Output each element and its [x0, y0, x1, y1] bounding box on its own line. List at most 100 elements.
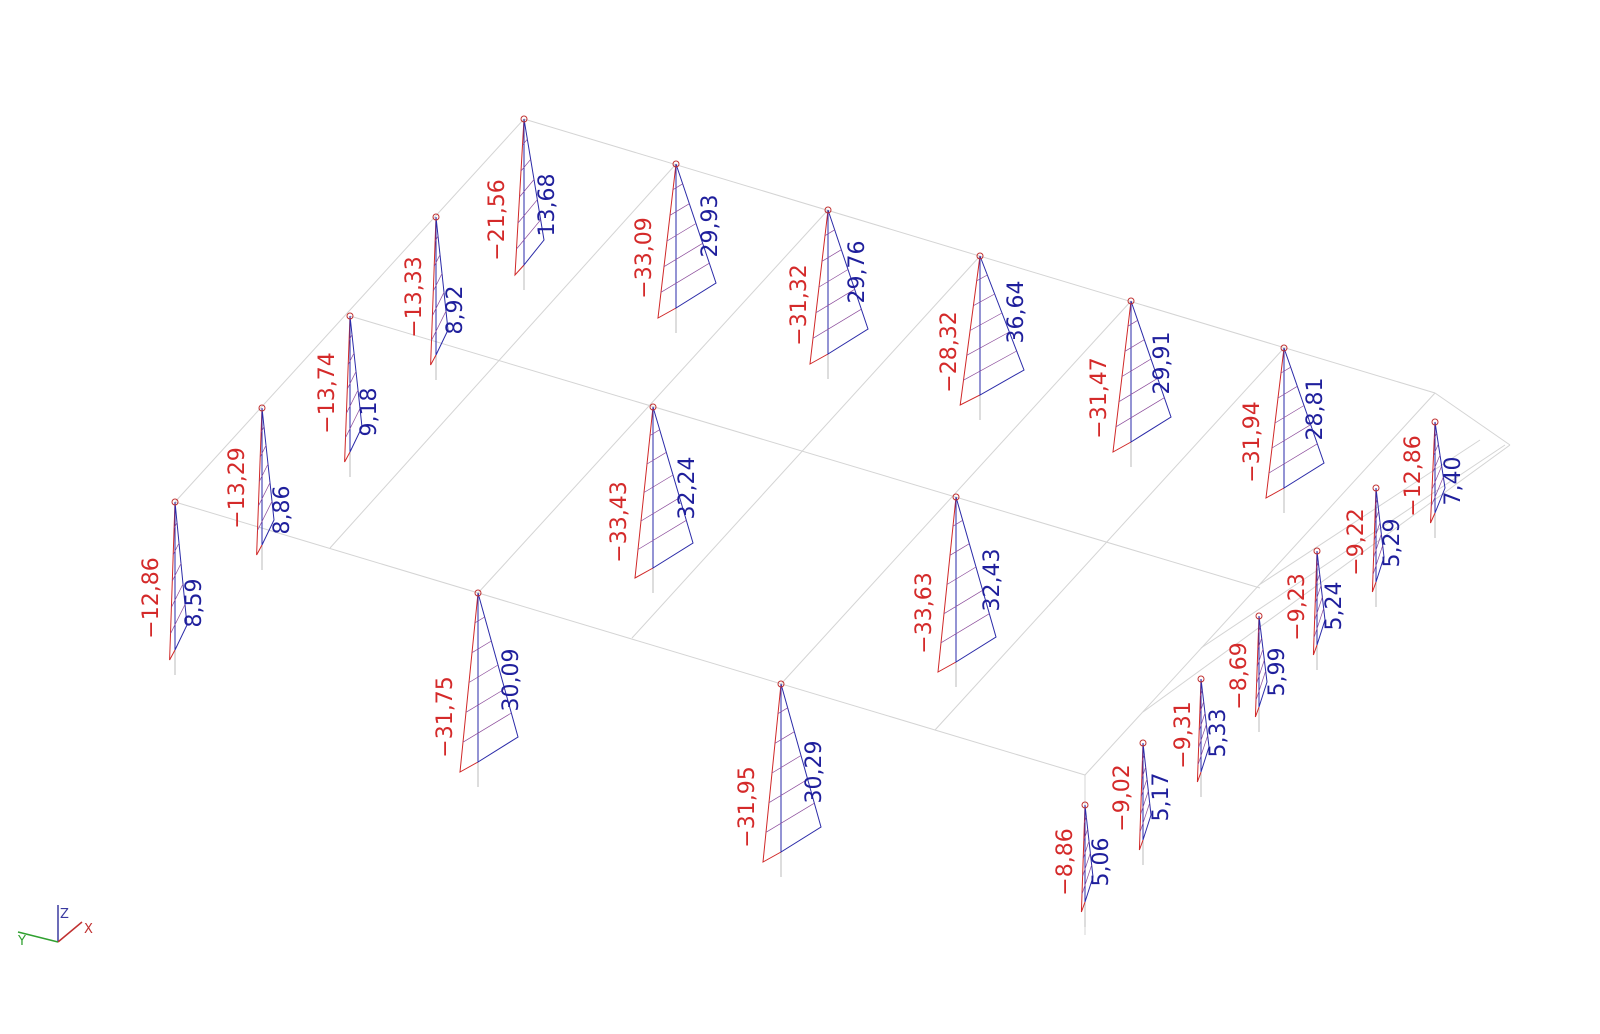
hatch — [969, 312, 1003, 331]
axis-triad: Z X Y — [17, 905, 93, 949]
node — [824, 206, 832, 214]
min-label: −12,86 — [1401, 435, 1426, 516]
max-label: 13,68 — [535, 174, 560, 237]
hatch — [258, 463, 269, 482]
hatch — [434, 235, 439, 242]
hatch — [669, 203, 690, 216]
max-label: 5,29 — [1380, 519, 1405, 568]
min-label: −9,22 — [1344, 508, 1369, 575]
min-label: −8,86 — [1053, 828, 1078, 895]
hatch — [520, 159, 531, 172]
max-label: 28,81 — [1303, 378, 1328, 441]
hatch — [1082, 840, 1090, 859]
min-label: −31,75 — [433, 676, 458, 757]
node — [1255, 612, 1263, 620]
hatch — [963, 350, 1017, 381]
node — [1431, 418, 1439, 426]
node — [672, 160, 680, 168]
hatch — [966, 331, 1010, 356]
hatch — [1121, 358, 1152, 377]
hatch — [1274, 405, 1305, 424]
hatch — [173, 522, 178, 529]
hatch — [519, 179, 535, 198]
max-label: 32,43 — [980, 549, 1005, 612]
node — [1313, 547, 1321, 555]
hatch — [346, 389, 359, 414]
hatch — [663, 243, 703, 267]
hatch — [468, 664, 499, 683]
hatch — [1141, 766, 1146, 779]
hatch — [1115, 397, 1165, 428]
node — [474, 589, 482, 597]
hatch — [1433, 443, 1439, 456]
max-label: 8,92 — [443, 286, 468, 335]
max-label: 30,09 — [499, 649, 524, 712]
min-label: −31,94 — [1240, 401, 1265, 482]
node — [346, 312, 354, 320]
hatch — [821, 249, 842, 262]
max-label: 5,24 — [1322, 582, 1347, 631]
hatch — [1124, 339, 1145, 352]
hatch — [818, 269, 849, 288]
min-label: −33,09 — [632, 217, 657, 298]
hatch — [1082, 852, 1091, 877]
node — [952, 493, 960, 501]
hatch — [170, 604, 186, 634]
max-label: 29,91 — [1150, 332, 1175, 395]
hatch — [1271, 424, 1311, 449]
max-label: 5,99 — [1265, 648, 1290, 697]
hatch — [1372, 545, 1383, 575]
hatch — [465, 688, 505, 713]
hatch — [1255, 670, 1266, 701]
max-label: 29,76 — [845, 241, 870, 304]
hatch — [949, 543, 970, 556]
min-label: −13,33 — [402, 256, 427, 337]
hatch — [474, 616, 485, 624]
max-label: 7,40 — [1441, 457, 1466, 506]
hatch — [777, 707, 788, 714]
hatch — [1433, 432, 1437, 439]
hatch — [348, 334, 353, 341]
hatch — [640, 497, 680, 522]
hatch — [824, 229, 835, 236]
hatch — [345, 408, 361, 438]
hatch — [771, 755, 802, 774]
max-label: 8,86 — [270, 486, 295, 535]
hatch — [172, 542, 180, 555]
max-label: 30,29 — [802, 741, 827, 804]
node — [1081, 801, 1089, 809]
hatch — [943, 590, 983, 614]
hatch — [1314, 585, 1322, 604]
hatch — [258, 482, 271, 507]
min-label: −8,69 — [1227, 642, 1252, 709]
hatch — [646, 452, 667, 465]
hatch — [522, 138, 528, 146]
hatch — [672, 183, 683, 190]
node — [1280, 344, 1288, 352]
hatch — [346, 371, 357, 390]
hatch — [976, 274, 988, 282]
hatch — [940, 613, 990, 644]
hatch — [433, 254, 441, 267]
hatch — [1431, 465, 1442, 490]
node — [976, 252, 984, 260]
hatch — [1140, 790, 1149, 815]
axis-label: X — [84, 922, 93, 937]
node — [1197, 675, 1205, 683]
hatch — [1373, 522, 1381, 541]
min-label: −13,74 — [315, 352, 340, 433]
hatch — [768, 779, 808, 803]
hatch — [1200, 690, 1203, 697]
hatch — [1118, 378, 1158, 402]
hatch — [1081, 864, 1092, 895]
hatch — [432, 292, 445, 316]
hatch — [774, 731, 795, 744]
hatch — [1316, 562, 1319, 569]
hatch — [1256, 659, 1265, 684]
min-label: −12,86 — [139, 557, 164, 638]
hatch — [1139, 802, 1150, 833]
max-label: 5,06 — [1089, 838, 1114, 887]
hatch — [1430, 476, 1444, 507]
min-label: −31,95 — [735, 766, 760, 847]
min-label: −33,43 — [607, 481, 632, 562]
